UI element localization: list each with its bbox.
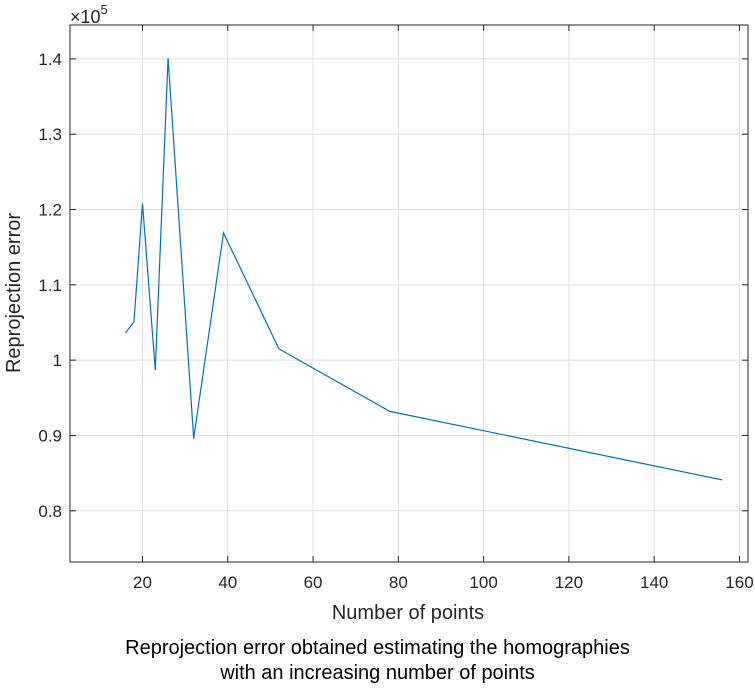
x-tick-label: 140	[640, 573, 668, 592]
x-tick-label: 160	[725, 573, 753, 592]
x-tick-label: 100	[469, 573, 497, 592]
y-tick-labels: 0.8 0.9 1 1.1 1.2 1.3 1.4	[38, 50, 62, 521]
y-tick-label: 0.8	[38, 502, 62, 521]
chart: 20 40 60 80 100 120 140 160 0.8 0.9 1 1.1 1.2 1.3 1.4…	[3, 2, 754, 624]
y-exponent-label: ×105	[70, 2, 108, 27]
x-tick-labels: 20 40 60 80 100 120 140 160	[133, 573, 754, 592]
figure-caption: Reprojection error obtained estimating t…	[0, 636, 755, 686]
y-tick-label: 1	[53, 351, 62, 370]
caption-line-2: with an increasing number of points	[220, 662, 535, 684]
y-tick-label: 1.3	[38, 125, 62, 144]
y-tick-label: 1.1	[38, 276, 62, 295]
caption-line-1: Reprojection error obtained estimating t…	[125, 637, 630, 659]
x-axis-title: Number of points	[332, 602, 484, 624]
series-line	[124, 58, 723, 481]
x-tick-label: 80	[389, 573, 408, 592]
ticks	[70, 25, 748, 562]
x-tick-label: 20	[133, 573, 152, 592]
y-tick-label: 1.4	[38, 50, 62, 69]
series-layer	[124, 58, 723, 481]
y-tick-label: 1.2	[38, 201, 62, 220]
x-tick-label: 40	[218, 573, 237, 592]
plot-area	[69, 24, 749, 563]
x-tick-label: 60	[304, 573, 323, 592]
x-tick-label: 120	[555, 573, 583, 592]
y-tick-label: 0.9	[38, 426, 62, 445]
y-axis-title: Reprojection error	[3, 213, 25, 373]
